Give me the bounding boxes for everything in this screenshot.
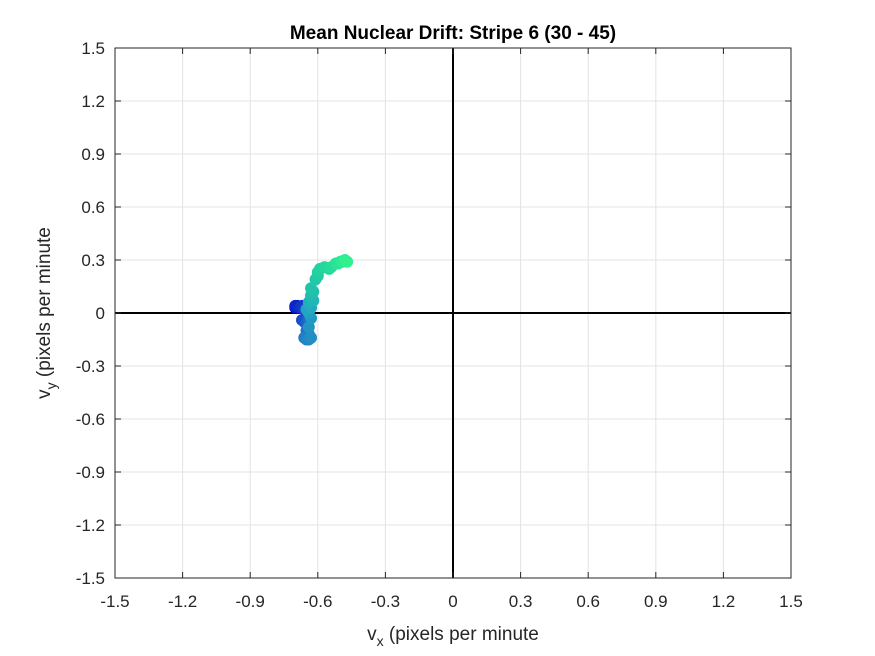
axes-box — [114, 47, 792, 579]
x-tick-label: -0.6 — [303, 592, 332, 611]
y-tick-label: -1.5 — [76, 569, 105, 588]
y-axis-label-subscript: y — [43, 382, 59, 389]
data-point — [305, 331, 318, 344]
x-tick-label: 0 — [448, 592, 457, 611]
reference-lines — [115, 48, 791, 578]
x-axis-label-subscript: x — [377, 633, 384, 649]
x-tick-label: 1.2 — [712, 592, 736, 611]
x-axis-label: vx (pixels per minute — [367, 624, 539, 649]
y-axis-label-rest: (pixels per minute — [34, 227, 55, 382]
x-tick-label: -1.5 — [100, 592, 129, 611]
y-axis-label-main: v — [34, 389, 55, 399]
y-tick-label: -0.6 — [76, 410, 105, 429]
x-tick-label: -0.9 — [236, 592, 265, 611]
x-tick-label: -1.2 — [168, 592, 197, 611]
axes-frame — [114, 47, 792, 579]
x-tick-label: 0.3 — [509, 592, 533, 611]
y-tick-label: 0.6 — [81, 198, 105, 217]
y-tick-label: 0.3 — [81, 251, 105, 270]
data-point — [341, 255, 354, 268]
data-points — [289, 254, 354, 346]
y-tick-label: 1.5 — [81, 39, 105, 58]
data-point — [305, 282, 318, 295]
x-tick-labels: -1.5 -1.2 -0.9 -0.6 -0.3 0 0.3 0.6 0.9 1.2 1.5 — [100, 592, 802, 611]
y-tick-labels: 1.5 1.2 0.9 0.6 0.3 0 -0.3 -0.6 -0.9 -1.2 -1.5 — [76, 39, 105, 588]
y-tick-label: 0 — [96, 304, 105, 323]
x-tick-label: 0.9 — [644, 592, 668, 611]
y-tick-label: -0.9 — [76, 463, 105, 482]
y-axis-label: vy (pixels per minute — [34, 227, 59, 399]
x-tick-label: -0.3 — [371, 592, 400, 611]
chart-title: Mean Nuclear Drift: Stripe 6 (30 - 45) — [290, 23, 616, 44]
y-tick-label: 1.2 — [81, 92, 105, 111]
x-tick-label: 0.6 — [576, 592, 600, 611]
y-tick-label: 0.9 — [81, 145, 105, 164]
y-tick-label: -1.2 — [76, 516, 105, 535]
x-tick-label: 1.5 — [779, 592, 803, 611]
y-tick-label: -0.3 — [76, 357, 105, 376]
x-axis-label-main: v — [367, 624, 377, 645]
x-axis-label-rest: (pixels per minute — [384, 624, 539, 645]
